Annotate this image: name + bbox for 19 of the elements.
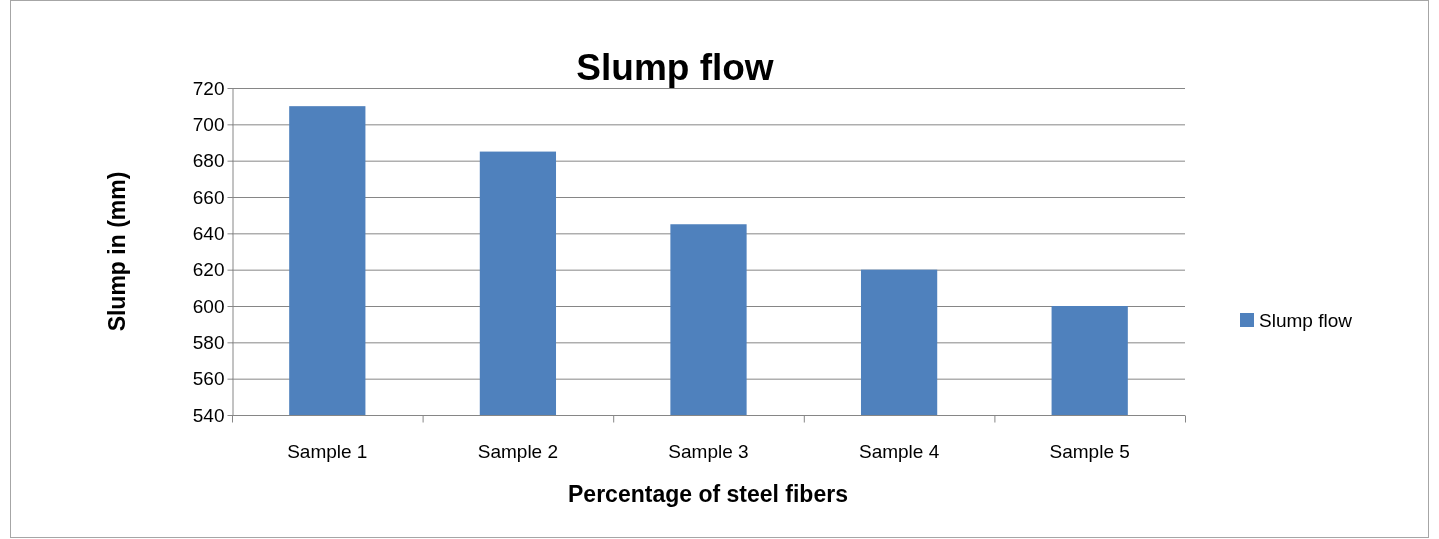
y-tick-label: 660 [192, 186, 225, 208]
x-tick-label: Sample 2 [477, 440, 559, 462]
y-tick-label: 560 [192, 368, 225, 390]
x-tick-label: Sample 4 [858, 440, 940, 462]
y-tick-label: 620 [192, 259, 225, 281]
chart-title: Slump flow [576, 47, 774, 88]
x-tick-label: Sample 3 [668, 440, 749, 462]
x-axis-title: Percentage of steel fibers [568, 481, 848, 507]
y-tick-label: 600 [192, 295, 225, 317]
y-tick-label: 700 [192, 113, 225, 135]
x-tick-label: Sample 1 [287, 440, 368, 462]
y-tick-label: 640 [192, 222, 225, 244]
x-tick-label: Sample 5 [1049, 440, 1130, 462]
y-tick-label: 720 [192, 77, 225, 99]
y-axis-title: Slump in (mm) [104, 171, 130, 332]
y-tick-label: 540 [192, 404, 225, 426]
y-tick-label: 580 [192, 331, 225, 353]
legend-label: Slump flow [1259, 310, 1353, 331]
y-tick-label: 680 [192, 150, 225, 172]
